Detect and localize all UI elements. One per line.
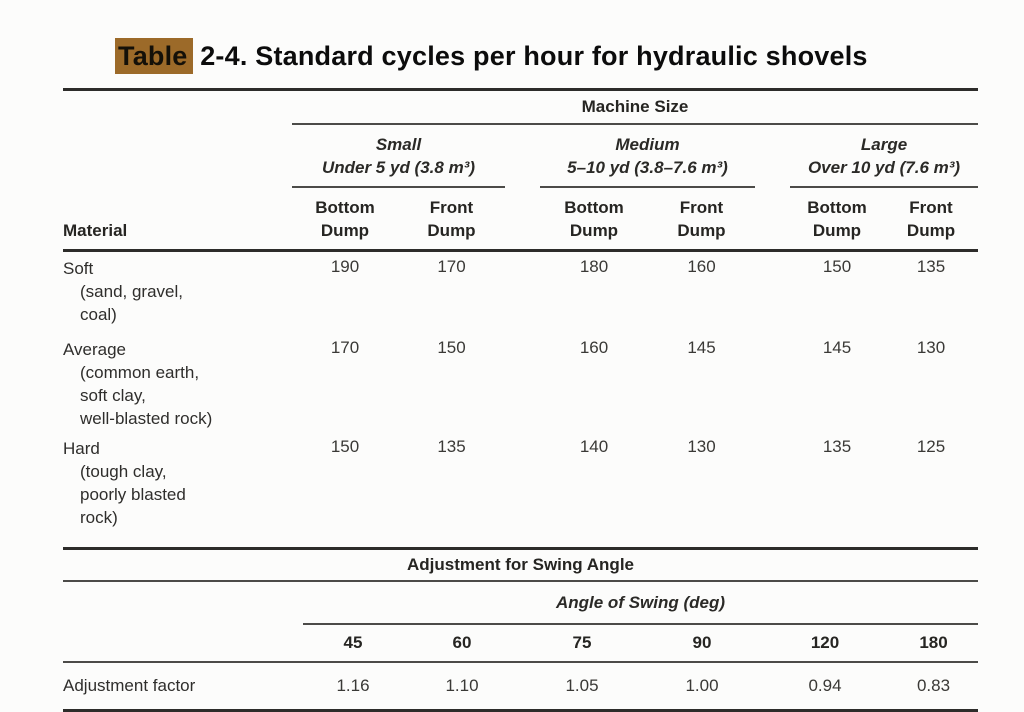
angle-value: 45 <box>303 624 403 663</box>
dump-header-line: Front <box>429 197 474 217</box>
factor-value: 1.05 <box>521 662 643 712</box>
angle-value: 75 <box>521 624 643 663</box>
dump-header-line: Front <box>679 197 724 217</box>
machine-size-header: Machine Size <box>292 89 979 125</box>
material-cell: Average (common earth, soft clay, well-b… <box>63 333 292 432</box>
col-header-large-front-dump: Front Dump <box>884 187 979 252</box>
col-header-small-bottom-dump: Bottom Dump <box>292 187 398 252</box>
table-caption-text: 2-4. Standard cycles per hour for hydrau… <box>192 41 868 71</box>
size-group-capacity: Over 10 yd (7.6 m³) <box>807 157 961 177</box>
angle-value: 90 <box>643 624 761 663</box>
material-name: Average <box>63 340 127 359</box>
table-row-hard: Hard (tough clay, poorly blasted rock) 1… <box>63 432 979 550</box>
col-header-medium-front-dump: Front Dump <box>648 187 755 252</box>
material-cell: Soft (sand, gravel, coal) <box>63 251 292 334</box>
cycles-value: 170 <box>330 338 360 357</box>
angle-of-swing-row: Angle of Swing (deg) <box>63 581 979 625</box>
cycles-value: 140 <box>540 432 648 550</box>
cycles-table: Machine Size Small Under 5 yd (3.8 m³) M… <box>63 88 979 550</box>
cycles-value: 170 <box>437 257 466 276</box>
factor-value: 1.10 <box>403 662 521 712</box>
size-group-large: Large Over 10 yd (7.6 m³) <box>790 124 979 188</box>
cycles-value: 190 <box>330 257 360 276</box>
size-group-name: Large <box>860 134 908 154</box>
size-group-capacity: Under 5 yd (3.8 m³) <box>321 157 476 177</box>
machine-size-row: Machine Size <box>63 89 979 125</box>
size-groups-row: Small Under 5 yd (3.8 m³) Medium 5–10 yd… <box>63 124 979 188</box>
dump-headers-row: Material Bottom Dump Front Dump Bottom D… <box>63 187 979 252</box>
factor-value: 0.94 <box>761 662 889 712</box>
tables-container: Machine Size Small Under 5 yd (3.8 m³) M… <box>63 88 979 712</box>
adjustment-factor-row: Adjustment factor 1.16 1.10 1.05 1.00 0.… <box>63 662 979 712</box>
angle-of-swing-header: Angle of Swing (deg) <box>303 581 979 625</box>
angle-value: 180 <box>889 624 979 663</box>
cycles-value: 130 <box>648 432 755 550</box>
factor-value: 0.83 <box>889 662 979 712</box>
size-group-name: Small <box>375 134 422 154</box>
size-group-small: Small Under 5 yd (3.8 m³) <box>292 124 505 188</box>
angle-value: 60 <box>403 624 521 663</box>
size-group-medium: Medium 5–10 yd (3.8–7.6 m³) <box>540 124 755 188</box>
swing-title-row: Adjustment for Swing Angle <box>63 550 979 582</box>
material-detail: (common earth, <box>80 363 200 382</box>
dump-header-line: Dump <box>812 220 862 240</box>
cycles-value: 125 <box>884 432 979 550</box>
table-caption: Table 2-4. Standard cycles per hour for … <box>115 38 868 74</box>
material-cell: Hard (tough clay, poorly blasted rock) <box>63 432 292 550</box>
cycles-value: 160 <box>579 338 609 357</box>
dump-header-line: Dump <box>677 220 726 240</box>
size-group-name: Medium <box>615 134 680 154</box>
col-header-small-front-dump: Front Dump <box>398 187 505 252</box>
cycles-value: 135 <box>916 257 946 276</box>
factor-value: 1.00 <box>643 662 761 712</box>
dump-header-line: Front <box>909 197 953 217</box>
dump-header-line: Dump <box>427 220 476 240</box>
swing-section-title: Adjustment for Swing Angle <box>63 550 979 582</box>
dump-header-line: Dump <box>320 220 370 240</box>
cycles-value: 145 <box>687 338 716 357</box>
table-row-average: Average (common earth, soft clay, well-b… <box>63 333 978 432</box>
material-column-header: Material <box>63 187 292 252</box>
cycles-value: 130 <box>916 338 946 357</box>
angles-row: 45 60 75 90 120 180 <box>63 624 979 663</box>
material-name: Soft <box>63 259 94 278</box>
material-detail: (tough clay, <box>80 462 167 481</box>
dump-header-line: Bottom <box>807 197 867 217</box>
cycles-value: 160 <box>687 257 716 276</box>
material-detail: well-blasted rock) <box>80 409 213 428</box>
cycles-value: 180 <box>579 257 609 276</box>
material-detail: (sand, gravel, <box>80 282 183 301</box>
swing-adjustment-table: Adjustment for Swing Angle Angle of Swin… <box>63 550 979 712</box>
adjustment-factor-label: Adjustment factor <box>63 662 303 712</box>
material-detail: poorly blasted <box>80 485 186 504</box>
dump-header-line: Bottom <box>564 197 624 217</box>
col-header-large-bottom-dump: Bottom Dump <box>790 187 884 252</box>
cycles-value: 150 <box>437 338 466 357</box>
dump-header-line: Dump <box>569 220 619 240</box>
cycles-value: 150 <box>292 432 398 550</box>
dump-header-line: Dump <box>906 220 956 240</box>
material-detail: rock) <box>80 508 118 527</box>
material-detail: soft clay, <box>80 386 146 405</box>
factor-value: 1.16 <box>303 662 403 712</box>
dump-header-line: Bottom <box>315 197 375 217</box>
material-detail: coal) <box>80 305 117 324</box>
material-name: Hard <box>63 439 100 458</box>
cycles-value: 135 <box>398 432 505 550</box>
table-row-soft: Soft (sand, gravel, coal) 190 170 180 16… <box>63 251 978 334</box>
size-group-capacity: 5–10 yd (3.8–7.6 m³) <box>567 157 728 177</box>
search-highlighted-word: Table <box>115 38 193 74</box>
col-header-medium-bottom-dump: Bottom Dump <box>540 187 648 252</box>
cycles-value: 135 <box>790 432 884 550</box>
cycles-value: 150 <box>822 257 852 276</box>
angle-value: 120 <box>761 624 889 663</box>
cycles-value: 145 <box>822 338 852 357</box>
